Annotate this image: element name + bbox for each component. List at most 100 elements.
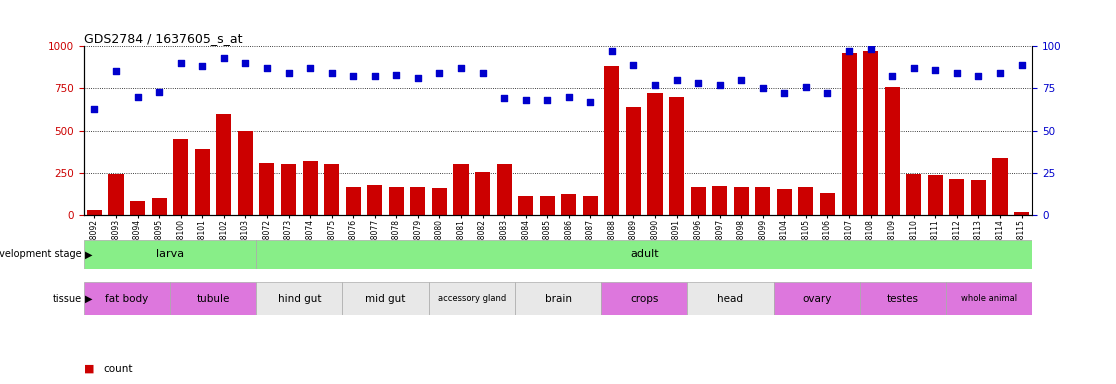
Bar bbox=[238, 131, 253, 215]
Bar bbox=[561, 194, 576, 215]
Text: larva: larva bbox=[156, 249, 184, 260]
Point bbox=[258, 65, 276, 71]
Text: tubule: tubule bbox=[196, 293, 230, 304]
Text: ovary: ovary bbox=[802, 293, 831, 304]
Point bbox=[473, 70, 491, 76]
Bar bbox=[324, 164, 339, 215]
Bar bbox=[927, 175, 943, 215]
Text: tissue: tissue bbox=[52, 293, 81, 304]
Bar bbox=[432, 188, 448, 215]
Text: accessory gland: accessory gland bbox=[437, 294, 506, 303]
Bar bbox=[388, 187, 404, 215]
Bar bbox=[605, 66, 619, 215]
Point bbox=[86, 106, 104, 112]
Point bbox=[151, 89, 169, 95]
Bar bbox=[647, 93, 663, 215]
Text: ▶: ▶ bbox=[85, 293, 93, 304]
Bar bbox=[411, 187, 425, 215]
Bar bbox=[152, 198, 166, 215]
Bar bbox=[514, 282, 602, 315]
Bar bbox=[602, 282, 687, 315]
Bar bbox=[863, 51, 878, 215]
Bar bbox=[885, 87, 899, 215]
Point bbox=[323, 70, 340, 76]
Point bbox=[883, 73, 901, 79]
Bar bbox=[302, 161, 318, 215]
Bar bbox=[798, 187, 814, 215]
Point bbox=[237, 60, 254, 66]
Bar bbox=[343, 282, 429, 315]
Text: whole animal: whole animal bbox=[961, 294, 1018, 303]
Point bbox=[128, 94, 146, 100]
Bar bbox=[84, 240, 257, 269]
Text: fat body: fat body bbox=[105, 293, 148, 304]
Point bbox=[538, 97, 556, 103]
Bar bbox=[257, 282, 343, 315]
Point bbox=[690, 80, 708, 86]
Point bbox=[905, 65, 923, 71]
Text: brain: brain bbox=[545, 293, 571, 304]
Point bbox=[991, 70, 1009, 76]
Bar bbox=[173, 139, 189, 215]
Point bbox=[172, 60, 190, 66]
Text: ■: ■ bbox=[84, 364, 94, 374]
Text: ▶: ▶ bbox=[85, 249, 93, 260]
Bar bbox=[497, 164, 511, 215]
Text: hind gut: hind gut bbox=[278, 293, 321, 304]
Point bbox=[280, 70, 298, 76]
Point bbox=[408, 75, 426, 81]
Bar bbox=[429, 282, 514, 315]
Bar bbox=[691, 187, 705, 215]
Bar bbox=[475, 172, 490, 215]
Point bbox=[970, 73, 988, 79]
Point bbox=[711, 82, 729, 88]
Bar bbox=[194, 149, 210, 215]
Bar bbox=[777, 189, 792, 215]
Point bbox=[625, 61, 643, 68]
Bar bbox=[108, 174, 124, 215]
Bar bbox=[687, 282, 773, 315]
Bar bbox=[131, 201, 145, 215]
Bar bbox=[626, 107, 641, 215]
Bar bbox=[583, 197, 598, 215]
Text: testes: testes bbox=[887, 293, 918, 304]
Point bbox=[581, 99, 599, 105]
Point bbox=[667, 77, 685, 83]
Bar bbox=[971, 180, 985, 215]
Point bbox=[818, 90, 836, 96]
Point bbox=[387, 72, 405, 78]
Bar bbox=[946, 282, 1032, 315]
Point bbox=[496, 95, 513, 101]
Point bbox=[517, 97, 535, 103]
Text: GDS2784 / 1637605_s_at: GDS2784 / 1637605_s_at bbox=[84, 32, 242, 45]
Bar bbox=[518, 195, 533, 215]
Bar bbox=[367, 185, 383, 215]
Bar bbox=[453, 164, 469, 215]
Point bbox=[1012, 61, 1030, 68]
Point bbox=[926, 67, 944, 73]
Bar bbox=[170, 282, 257, 315]
Point bbox=[603, 48, 620, 54]
Point bbox=[366, 73, 384, 79]
Text: development stage: development stage bbox=[0, 249, 81, 260]
Point bbox=[732, 77, 750, 83]
Bar bbox=[859, 282, 946, 315]
Point bbox=[797, 84, 815, 90]
Point bbox=[646, 82, 664, 88]
Bar bbox=[257, 240, 1032, 269]
Bar bbox=[217, 114, 231, 215]
Bar bbox=[540, 197, 555, 215]
Bar bbox=[841, 53, 857, 215]
Text: count: count bbox=[104, 364, 133, 374]
Bar bbox=[950, 179, 964, 215]
Point bbox=[215, 55, 233, 61]
Bar bbox=[1014, 212, 1029, 215]
Bar bbox=[712, 186, 728, 215]
Bar bbox=[346, 187, 360, 215]
Point bbox=[431, 70, 449, 76]
Text: adult: adult bbox=[629, 249, 658, 260]
Bar bbox=[906, 174, 922, 215]
Point bbox=[840, 48, 858, 54]
Point bbox=[107, 68, 125, 74]
Bar bbox=[259, 163, 275, 215]
